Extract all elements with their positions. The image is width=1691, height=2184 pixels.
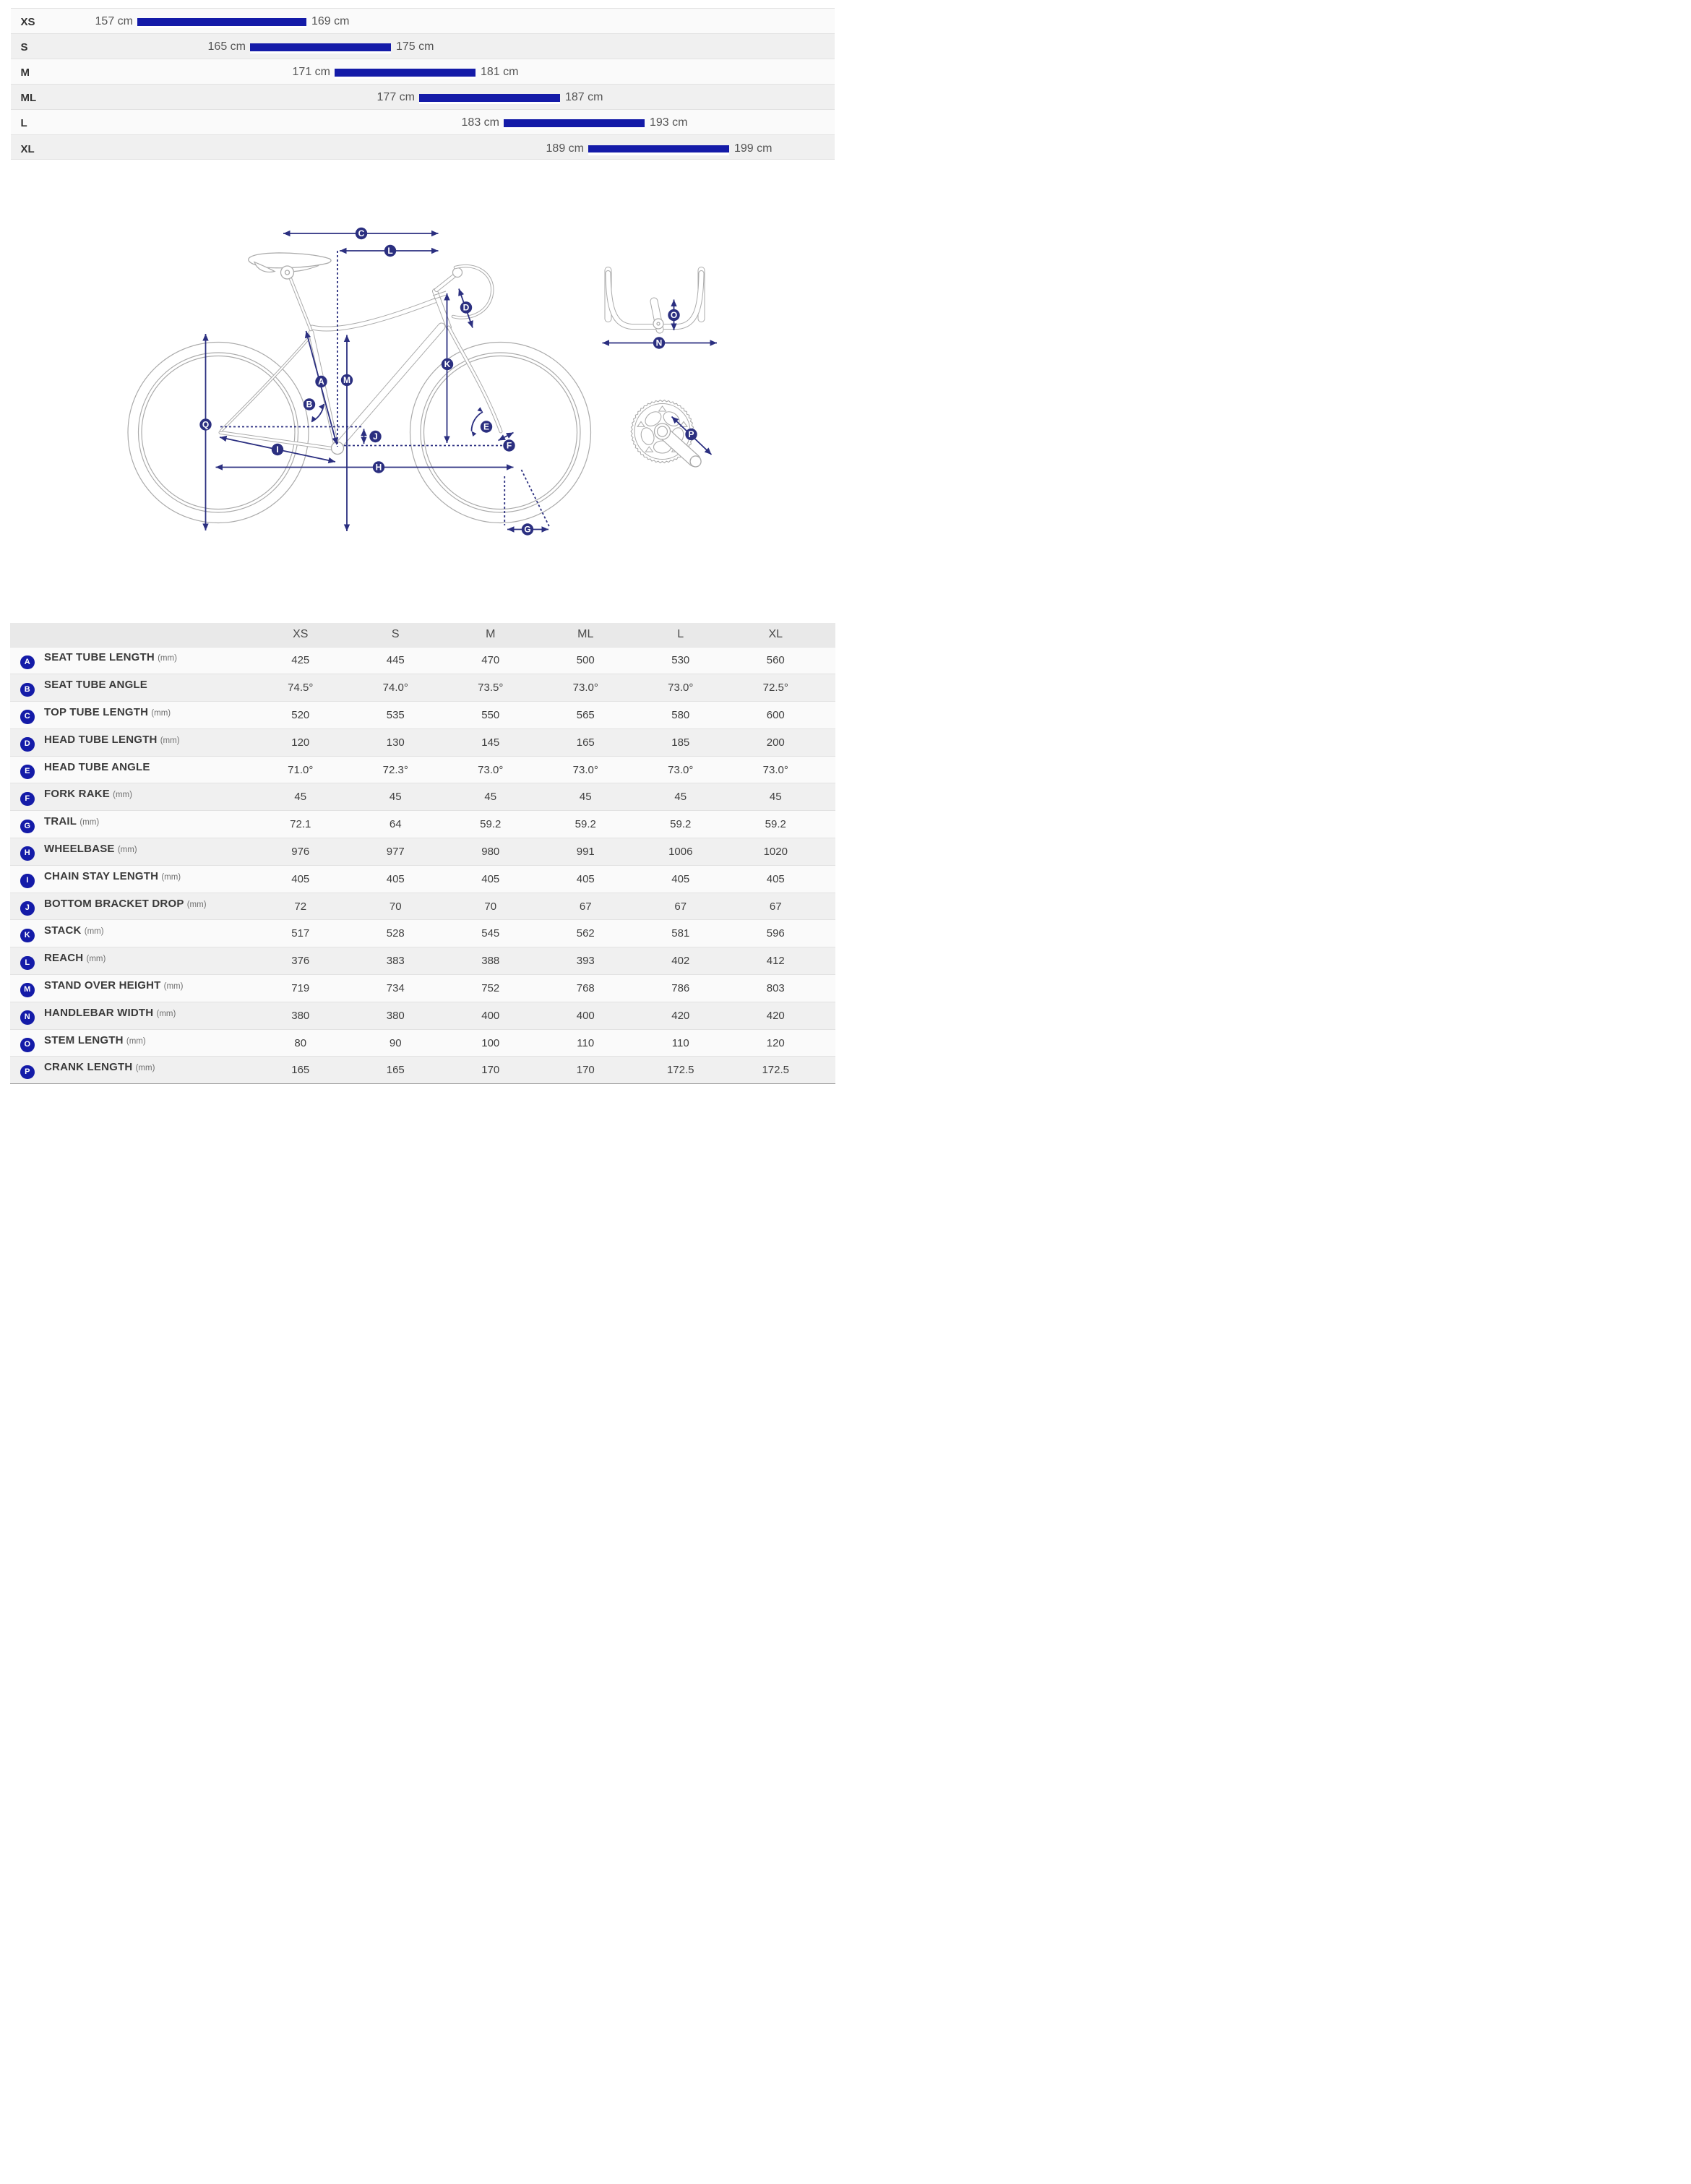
svg-text:E: E <box>483 422 489 432</box>
svg-text:N: N <box>656 338 663 348</box>
svg-text:P: P <box>688 429 694 439</box>
svg-text:L: L <box>387 246 392 256</box>
svg-text:O: O <box>671 310 677 320</box>
svg-text:A: A <box>318 377 324 387</box>
svg-text:M: M <box>343 375 350 385</box>
svg-text:I: I <box>276 444 278 455</box>
svg-text:B: B <box>306 400 313 410</box>
svg-text:F: F <box>507 441 512 451</box>
svg-text:C: C <box>358 228 365 238</box>
svg-text:Q: Q <box>202 420 209 430</box>
svg-text:K: K <box>444 359 451 369</box>
svg-text:G: G <box>524 525 530 535</box>
svg-text:D: D <box>463 303 470 313</box>
svg-text:J: J <box>373 431 378 442</box>
svg-text:H: H <box>376 463 382 473</box>
